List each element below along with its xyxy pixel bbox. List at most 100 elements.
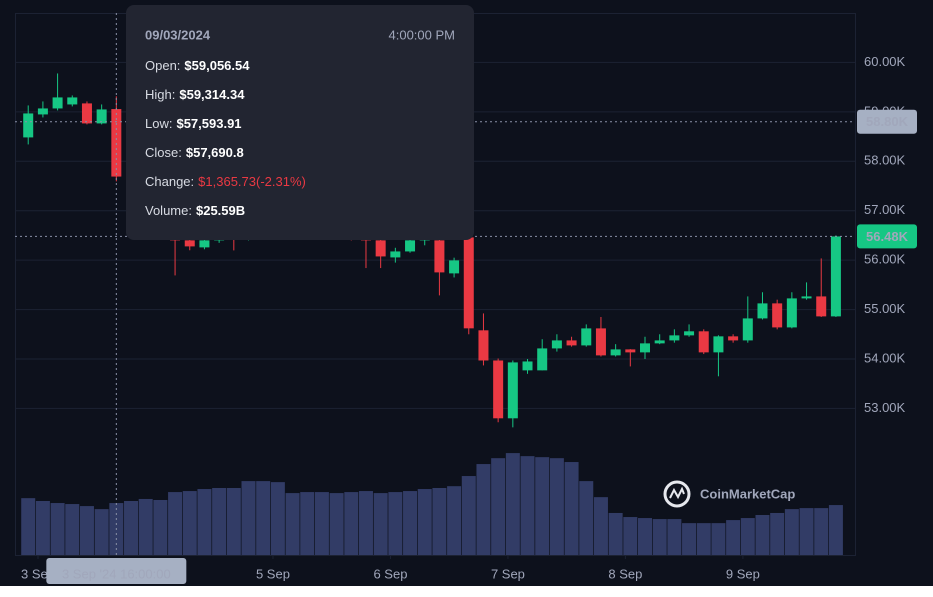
volume-bar	[94, 509, 109, 555]
candle-body	[81, 103, 92, 124]
volume-bar	[535, 457, 550, 555]
volume-bar	[197, 489, 212, 555]
tooltip-row: Change: $1,365.73(-2.31%)	[145, 174, 306, 189]
volume-bar	[417, 489, 432, 555]
volume-bar	[212, 488, 227, 555]
candle-body	[610, 349, 621, 356]
volume-bar	[593, 497, 608, 555]
tooltip	[126, 5, 474, 240]
y-tick-label: 58.00K	[864, 153, 906, 168]
candle-body	[522, 361, 533, 371]
crosshair-time-label: 3 Sep '24 16:00:00	[62, 566, 171, 581]
volume-bar	[138, 498, 153, 555]
volume-bar	[79, 506, 94, 555]
candle-body	[37, 108, 48, 115]
candle-body	[23, 113, 34, 138]
candle-body	[96, 109, 107, 124]
crosshair-time-tag	[46, 558, 187, 584]
volume-bar	[50, 503, 65, 555]
tooltip-row: Open: $59,056.54	[145, 58, 250, 73]
x-tick-label: 6 Sep	[373, 566, 407, 581]
crosshair-price-tag	[857, 109, 917, 134]
volume-bar	[403, 491, 418, 555]
tooltip-date: 09/03/2024	[145, 27, 211, 42]
volume-bar	[740, 518, 755, 555]
volume-bar	[168, 492, 183, 555]
volume-bar	[124, 501, 139, 555]
candle-body	[640, 343, 650, 353]
volume-bar	[182, 491, 197, 555]
candle-body	[684, 331, 695, 336]
candle-body	[566, 340, 577, 346]
tooltip-row-label: Change:	[145, 174, 194, 189]
volume-bar	[652, 519, 667, 555]
candle-body	[581, 328, 592, 346]
volume-bar	[491, 458, 506, 555]
volume-bar	[388, 492, 403, 555]
candle-body	[375, 240, 386, 257]
volume-bar	[564, 462, 579, 555]
candle-body	[728, 336, 739, 341]
candle-body	[67, 97, 78, 105]
tooltip-row-value: $59,056.54	[184, 58, 250, 73]
tooltip-row-value: $1,365.73(-2.31%)	[198, 174, 306, 189]
x-tick-label: 5 Sep	[256, 566, 290, 581]
volume-bar	[432, 488, 447, 555]
volume-bar	[373, 493, 388, 555]
candle-body	[111, 109, 122, 177]
tooltip-row-label: Close:	[145, 145, 182, 160]
volume-bar	[344, 492, 359, 555]
volume-bar	[476, 464, 491, 555]
tooltip-row-value: $57,593.91	[176, 116, 241, 131]
volume-bar	[549, 458, 564, 555]
volume-bar	[270, 482, 285, 555]
volume-bar	[755, 515, 770, 555]
crosshair-price-label: 58.80K	[866, 114, 909, 129]
tooltip-row-label: High:	[145, 87, 175, 102]
candle-body	[830, 236, 841, 317]
volume-bar	[726, 520, 741, 555]
candle-body	[786, 298, 797, 328]
candle-body	[551, 340, 562, 349]
volume-bar	[799, 508, 814, 555]
volume-bar	[505, 453, 520, 555]
volume-bar	[667, 519, 682, 555]
candle-body	[698, 331, 709, 353]
volume-bar	[784, 509, 799, 555]
volume-bar	[638, 518, 652, 555]
watermark: CoinMarketCap	[700, 486, 795, 501]
tooltip-row-value: $59,314.34	[179, 87, 245, 102]
tooltip-row: Close: $57,690.8	[145, 145, 244, 160]
candle-body	[772, 303, 783, 328]
volume-bar	[828, 505, 843, 555]
candle-body	[507, 362, 518, 419]
volume-bar	[447, 486, 462, 555]
volume-bar	[285, 493, 300, 555]
candle-body	[390, 251, 401, 258]
candle-body	[713, 336, 724, 353]
volume-bar	[256, 481, 271, 555]
volume-bar	[358, 491, 373, 555]
x-tick-label: 9 Sep	[726, 566, 760, 581]
volume-bar	[682, 523, 697, 555]
volume-bar	[608, 512, 623, 555]
y-tick-label: 57.00K	[864, 202, 906, 217]
volume-bar	[579, 481, 594, 555]
y-tick-label: 54.00K	[864, 350, 906, 365]
volume-bar	[696, 523, 711, 555]
candle-body	[405, 240, 416, 252]
volume-bar	[21, 498, 36, 555]
volume-bar	[241, 481, 256, 555]
tooltip-row-label: Low:	[145, 116, 172, 131]
tooltip-row-value: $57,690.8	[186, 145, 244, 160]
candle-body	[449, 260, 460, 274]
candle-body	[654, 340, 665, 344]
candle-body	[625, 349, 636, 353]
y-tick-label: 55.00K	[864, 301, 906, 316]
candle-body	[801, 296, 812, 299]
candle-body	[537, 348, 548, 371]
volume-bar	[520, 456, 535, 555]
volume-bar	[65, 504, 80, 555]
volume-bar	[153, 499, 168, 555]
